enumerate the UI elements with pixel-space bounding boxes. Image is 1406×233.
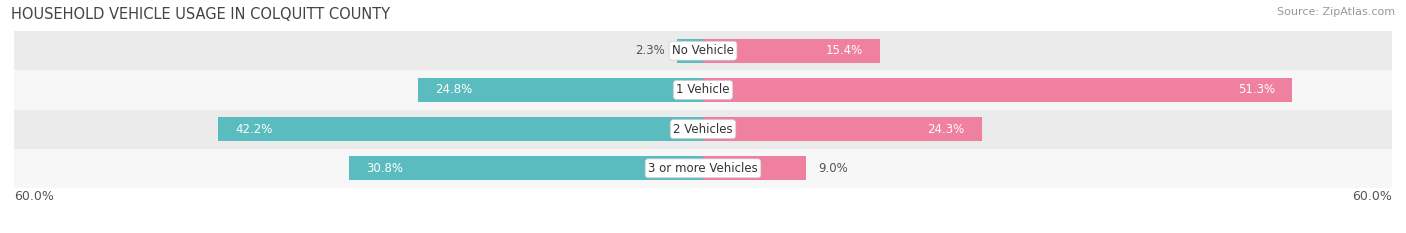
Text: 60.0%: 60.0%: [14, 190, 53, 203]
Text: HOUSEHOLD VEHICLE USAGE IN COLQUITT COUNTY: HOUSEHOLD VEHICLE USAGE IN COLQUITT COUN…: [11, 7, 391, 22]
Text: 60.0%: 60.0%: [1353, 190, 1392, 203]
Bar: [14, 110, 1392, 149]
Text: 1 Vehicle: 1 Vehicle: [676, 83, 730, 96]
Text: 2.3%: 2.3%: [636, 44, 665, 57]
Text: 2 Vehicles: 2 Vehicles: [673, 123, 733, 136]
Bar: [418, 78, 703, 102]
Bar: [14, 31, 1392, 70]
Bar: [14, 70, 1392, 110]
Bar: [349, 156, 703, 181]
Bar: [14, 149, 1392, 188]
Bar: [676, 38, 703, 63]
Text: Source: ZipAtlas.com: Source: ZipAtlas.com: [1277, 7, 1395, 17]
Text: 24.8%: 24.8%: [436, 83, 472, 96]
Text: 9.0%: 9.0%: [818, 162, 848, 175]
Text: 24.3%: 24.3%: [928, 123, 965, 136]
Text: 51.3%: 51.3%: [1237, 83, 1275, 96]
Bar: [703, 117, 981, 141]
Bar: [703, 78, 1292, 102]
Text: 3 or more Vehicles: 3 or more Vehicles: [648, 162, 758, 175]
Text: 30.8%: 30.8%: [367, 162, 404, 175]
Text: No Vehicle: No Vehicle: [672, 44, 734, 57]
Text: 42.2%: 42.2%: [236, 123, 273, 136]
Text: 15.4%: 15.4%: [825, 44, 863, 57]
Bar: [218, 117, 703, 141]
Bar: [703, 156, 807, 181]
Bar: [703, 38, 880, 63]
